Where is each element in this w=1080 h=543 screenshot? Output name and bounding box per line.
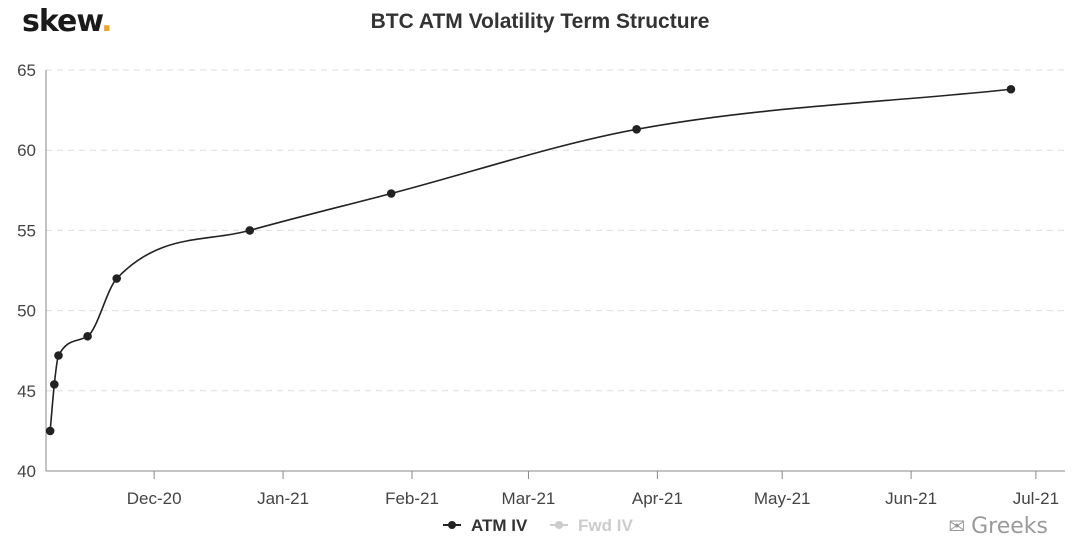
data-point bbox=[1006, 84, 1016, 94]
skew-logo: skew. bbox=[22, 4, 113, 39]
legend-label: Fwd IV bbox=[578, 516, 633, 535]
x-tick-label: Apr-21 bbox=[632, 489, 683, 508]
data-point bbox=[45, 426, 55, 436]
legend-item[interactable]: ATM IV bbox=[443, 516, 528, 535]
legend-marker bbox=[555, 521, 563, 529]
watermark: ✉ Greeks bbox=[948, 514, 1048, 539]
legend-marker bbox=[448, 521, 456, 529]
legend-label: ATM IV bbox=[471, 516, 528, 535]
logo-text: skew bbox=[22, 4, 102, 39]
data-point bbox=[50, 380, 59, 389]
watermark-text: Greeks bbox=[971, 514, 1048, 539]
y-axis-ticks: 40 45 50 55 60 65 bbox=[17, 61, 36, 481]
y-tick-label: 40 bbox=[17, 462, 36, 481]
y-tick-label: 50 bbox=[17, 302, 36, 321]
grid-lines bbox=[46, 69, 1065, 392]
series-layer bbox=[45, 84, 1016, 436]
x-tick-label: Feb-21 bbox=[385, 489, 439, 508]
x-tick-label: May-21 bbox=[754, 489, 811, 508]
data-point bbox=[386, 189, 396, 198]
y-tick-label: 55 bbox=[17, 221, 36, 240]
legend-item[interactable]: Fwd IV bbox=[550, 516, 633, 535]
x-tick-label: Dec-20 bbox=[127, 489, 182, 508]
chart-title: BTC ATM Volatility Term Structure bbox=[370, 10, 710, 33]
x-tick-label: Jun-21 bbox=[885, 489, 937, 508]
y-tick-label: 45 bbox=[17, 382, 36, 401]
logo-dot: . bbox=[101, 4, 112, 39]
series-line-atm-iv bbox=[49, 88, 1012, 431]
x-tick-label: Mar-21 bbox=[502, 489, 556, 508]
x-axis-ticks: Dec-20 Jan-21 Feb-21 Mar-21 Apr-21 May-21 Jun-… bbox=[127, 471, 1059, 508]
y-tick-label: 60 bbox=[17, 141, 36, 160]
legend[interactable]: ATM IV Fwd IV bbox=[443, 516, 633, 535]
axes bbox=[45, 70, 1065, 472]
data-point bbox=[54, 351, 63, 360]
data-point bbox=[245, 226, 255, 235]
y-tick-label: 65 bbox=[17, 61, 36, 80]
wechat-icon: ✉ bbox=[948, 514, 966, 538]
data-point bbox=[83, 331, 92, 341]
x-tick-label: Jul-21 bbox=[1013, 489, 1059, 508]
x-tick-label: Jan-21 bbox=[257, 489, 309, 508]
data-point bbox=[112, 274, 122, 283]
data-point bbox=[632, 125, 641, 134]
